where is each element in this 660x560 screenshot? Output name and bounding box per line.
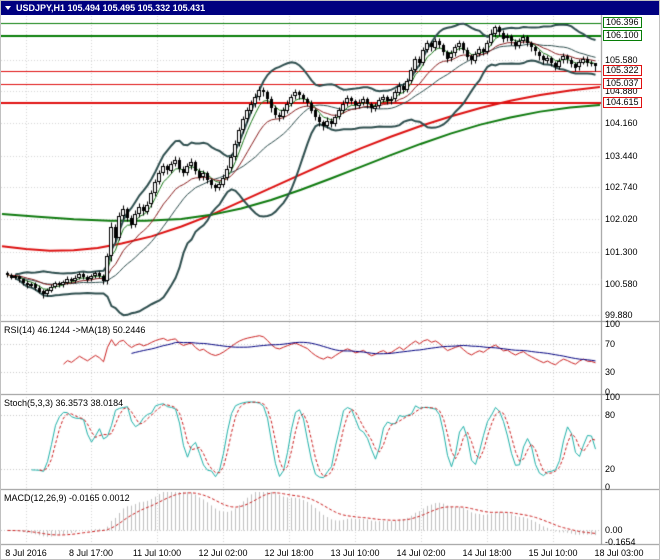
chart-collapse-icon[interactable] xyxy=(5,6,11,10)
chart-title: USDJPY,H1 105.494 105.495 105.332 105.43… xyxy=(16,3,206,13)
rsi-indicator-label: RSI(14) 46.1244 ->MA(18) 50.2446 xyxy=(4,325,146,335)
macd-indicator-label: MACD(12,26,9) -0.0165 0.0012 xyxy=(4,493,130,503)
chart-title-bar[interactable]: USDJPY,H1 105.494 105.495 105.332 105.43… xyxy=(1,1,659,15)
stoch-indicator-label: Stoch(5,3,3) 36.3573 38.0184 xyxy=(4,398,124,408)
